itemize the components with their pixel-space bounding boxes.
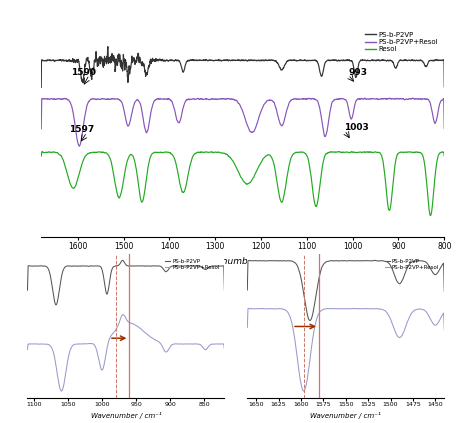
- X-axis label: Wavenumber / cm⁻¹: Wavenumber / cm⁻¹: [91, 412, 161, 419]
- Text: 1003: 1003: [344, 123, 369, 132]
- Text: 1597: 1597: [69, 125, 94, 134]
- Legend: PS-b-P2VP, PS-b-P2VP+Resol, Resol: PS-b-P2VP, PS-b-P2VP+Resol, Resol: [362, 29, 441, 55]
- Text: 993: 993: [348, 68, 367, 77]
- X-axis label: Wavenumber / cm⁻¹: Wavenumber / cm⁻¹: [311, 412, 381, 419]
- X-axis label: Wavenumber / cm⁻¹: Wavenumber / cm⁻¹: [197, 256, 288, 265]
- Text: 1590: 1590: [71, 68, 96, 77]
- Legend: PS-b-P2VP, PS-b-P2VP+Resol: PS-b-P2VP, PS-b-P2VP+Resol: [382, 257, 442, 272]
- Legend: PS-b-P2VP, PS-b-P2VP+Resol: PS-b-P2VP, PS-b-P2VP+Resol: [163, 257, 222, 272]
